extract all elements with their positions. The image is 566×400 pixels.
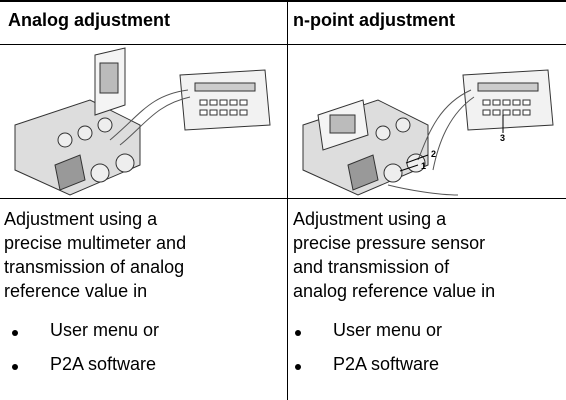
illustration: 2 1 3 (302, 69, 554, 196)
bullet (295, 364, 301, 370)
border (287, 0, 288, 400)
callout: 3 (500, 133, 505, 143)
border (0, 0, 566, 2)
description-line: analog reference value in (293, 281, 496, 301)
description-line: reference value in (4, 281, 148, 301)
bullet-text: User menu or (50, 320, 160, 340)
bullet-text: User menu or (333, 320, 443, 340)
description-line: transmission of analog (4, 257, 185, 277)
bullet (12, 330, 18, 336)
bullet (12, 364, 18, 370)
description-line: precise pressure sensor (293, 233, 486, 253)
description-line: precise multimeter and (4, 233, 187, 253)
illustration (14, 47, 271, 196)
description-line: and transmission of (293, 257, 450, 277)
description-line: Adjustment using a (4, 209, 158, 229)
bullet-text: P2A software (50, 354, 157, 374)
callout: 2 (431, 149, 436, 159)
column-header: n-point adjustment (293, 10, 455, 30)
bullet (295, 330, 301, 336)
border (0, 44, 566, 45)
column-header: Analog adjustment (8, 10, 171, 30)
border (0, 198, 566, 199)
callout: 1 (421, 161, 426, 171)
description-line: Adjustment using a (293, 209, 447, 229)
bullet-text: P2A software (333, 354, 440, 374)
